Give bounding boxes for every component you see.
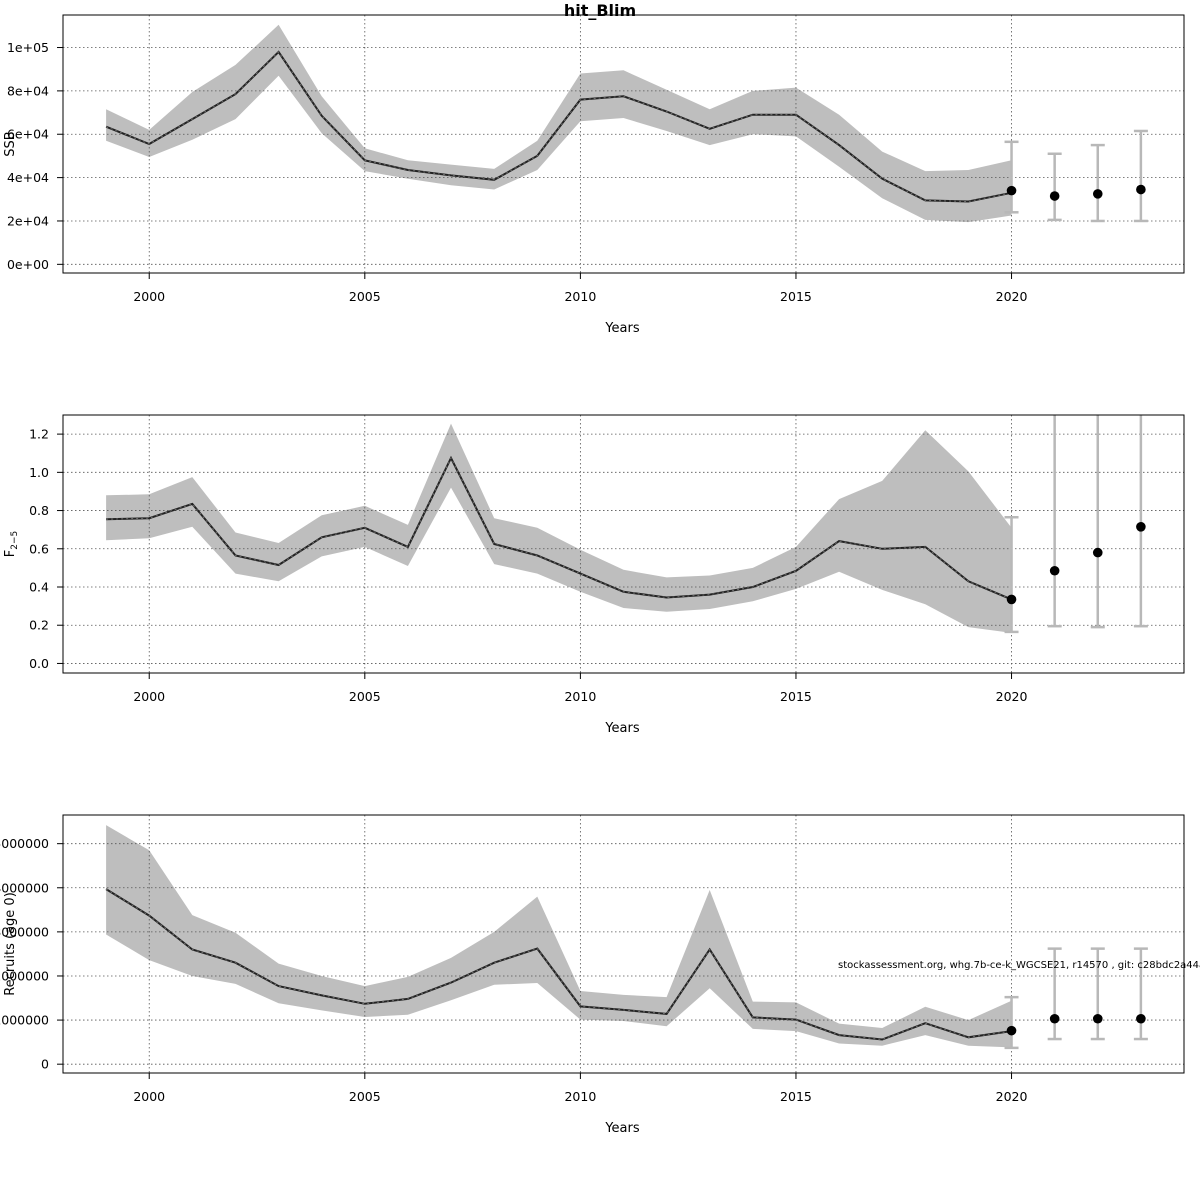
x-tick-label: 2010	[564, 289, 596, 304]
y-axis-label: F2−5	[3, 531, 20, 557]
chart-panel-2: 2000 2005 2010 2015 2020 0.0 0.2 0.4 0.6 0.8 1.0 1.…	[3, 414, 1185, 736]
projection-point	[1006, 594, 1017, 605]
projection-point	[1092, 1013, 1103, 1024]
x-axis-label: Years	[604, 721, 640, 736]
chart-title: hit_Blim	[564, 1, 636, 20]
chart-panel-1: 2000 2005 2010 2015 2020 0e+00 2e+04 4e+04 6e+04…	[3, 1, 1185, 336]
y-tick-label: 1000000	[0, 1013, 49, 1028]
plot-frame	[62, 414, 1185, 674]
x-tick-label: 2015	[780, 689, 812, 704]
x-tick-label: 2015	[780, 1089, 812, 1104]
y-tick-label: 0.2	[29, 618, 49, 633]
projection-point	[1049, 191, 1060, 201]
y-tick-label: 0	[41, 1057, 49, 1072]
y-tick-label: 1.2	[29, 427, 49, 442]
estimate-line-overlay	[106, 457, 1012, 600]
x-tick-label: 2015	[780, 289, 812, 304]
estimate-line-overlay	[105, 51, 1012, 202]
confidence-band	[106, 423, 1012, 633]
y-tick-label: 4e+04	[7, 170, 49, 185]
x-tick-label: 2005	[349, 689, 381, 704]
y-tick-label: 0.4	[29, 580, 49, 595]
plot-frame	[62, 814, 1185, 1074]
projection-point	[1049, 1013, 1060, 1024]
estimate-line-overlay	[105, 888, 1012, 1040]
projection-point	[1092, 189, 1103, 199]
x-tick-label: 2010	[564, 1089, 596, 1104]
y-axis-label: Recruits (age 0)	[3, 892, 18, 996]
y-tick-label: 5000000	[0, 836, 49, 851]
x-tick-label: 2010	[564, 689, 596, 704]
projection-point	[1006, 1025, 1017, 1036]
projection-point	[1136, 184, 1146, 195]
confidence-band	[106, 825, 1012, 1048]
y-tick-label: 3000000	[0, 924, 49, 939]
y-tick-label: 1.0	[29, 465, 49, 480]
x-tick-label: 2000	[133, 689, 165, 704]
projection-point	[1136, 522, 1146, 532]
source-footnote: stockassessment.org, whg.7b-ce-k_WGCSE21…	[838, 960, 1200, 971]
y-axis-label: SSB	[3, 131, 18, 156]
y-tick-label: 0e+00	[7, 257, 49, 272]
confidence-band	[106, 24, 1012, 223]
y-tick-label: 0.6	[29, 541, 49, 556]
x-tick-label: 2020	[996, 689, 1028, 704]
projection-point	[1136, 1013, 1146, 1024]
projection-point	[1049, 565, 1060, 576]
y-tick-label: 6e+04	[7, 127, 49, 142]
x-tick-label: 2020	[996, 289, 1028, 304]
y-axis-label-subscript: 2−5	[10, 531, 20, 550]
x-tick-label: 2005	[349, 289, 381, 304]
y-tick-label: 8e+04	[7, 83, 49, 98]
plot-frame	[62, 14, 1185, 274]
y-tick-label: 0.8	[29, 503, 49, 518]
x-tick-label: 2000	[133, 1089, 165, 1104]
y-tick-label: 4000000	[0, 880, 49, 895]
x-tick-label: 2020	[996, 1089, 1028, 1104]
x-tick-label: 2005	[349, 1089, 381, 1104]
y-tick-label: 0.0	[29, 656, 49, 671]
projection-point	[1006, 185, 1017, 196]
y-tick-label: 2e+04	[7, 213, 49, 228]
x-axis-label: Years	[604, 1121, 640, 1136]
x-tick-label: 2000	[133, 289, 165, 304]
x-axis-label: Years	[604, 321, 640, 336]
projection-point	[1092, 547, 1103, 558]
y-tick-label: 1e+05	[7, 40, 49, 55]
